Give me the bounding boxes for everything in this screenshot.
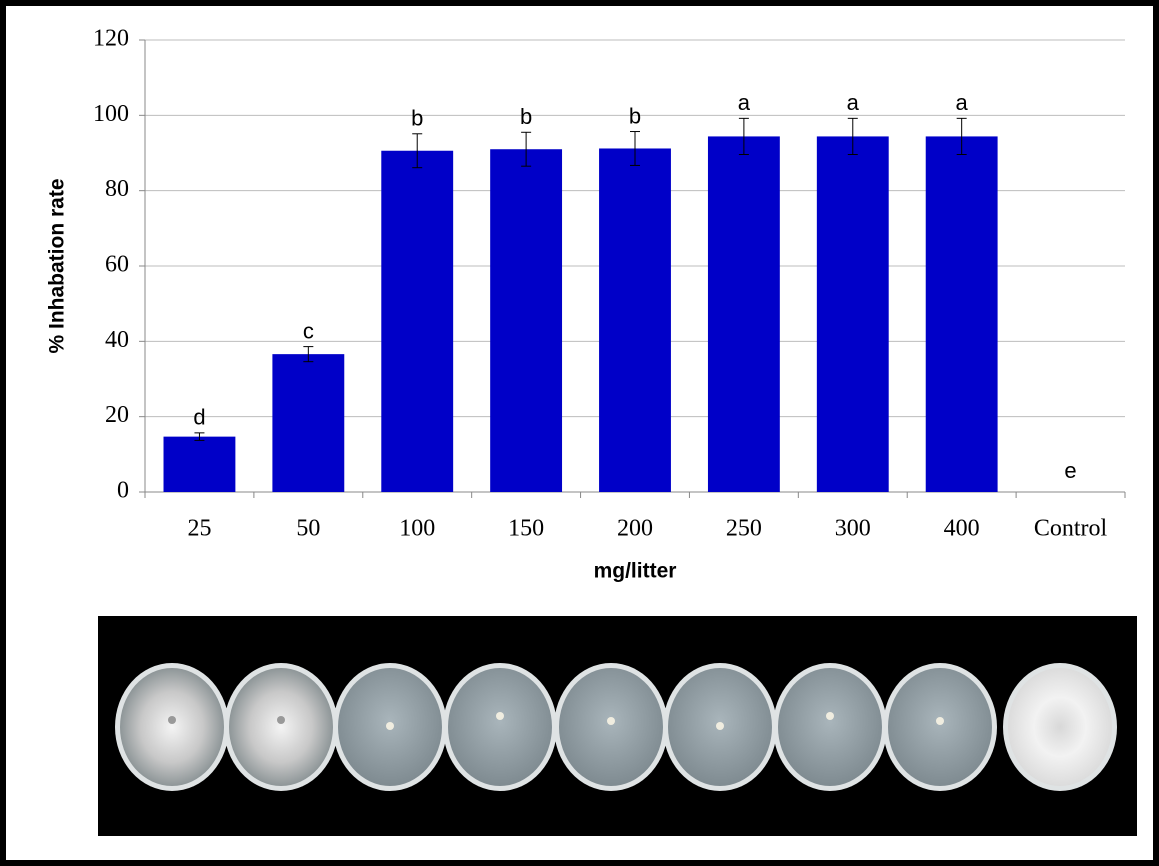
significance-letter: a: [956, 90, 969, 115]
x-tick-label: 50: [296, 516, 320, 542]
y-tick-label: 100: [93, 101, 129, 127]
significance-letter: a: [738, 90, 751, 115]
bar: [490, 149, 562, 492]
bar: [708, 136, 780, 492]
plate: [229, 668, 333, 786]
plate: [1008, 668, 1112, 786]
bar: [164, 437, 236, 492]
figure: mg/litter % Inhabation rate 0 20 40 60 80 100…: [0, 0, 1159, 866]
plate: [778, 668, 882, 786]
significance-letter: e: [1064, 458, 1076, 483]
significance-letter: c: [303, 318, 314, 343]
significance-letter: b: [629, 103, 641, 128]
bar: [599, 148, 671, 492]
y-tick-label: 60: [105, 252, 129, 278]
bar: [817, 136, 889, 492]
x-tick-label: 200: [617, 516, 653, 542]
y-tick-label: 120: [93, 26, 129, 52]
y-tick-label: 20: [105, 402, 129, 428]
y-axis-title: % Inhabation rate: [46, 178, 69, 353]
bar: [926, 136, 998, 492]
x-tick-label: 150: [508, 516, 544, 542]
plug: [607, 717, 615, 725]
significance-letter: d: [193, 405, 205, 430]
plug: [277, 716, 285, 724]
plug: [936, 717, 944, 725]
plate: [120, 668, 224, 786]
plates: [115, 663, 1117, 791]
significance-letter: b: [411, 106, 423, 131]
x-tick-label: 300: [835, 516, 871, 542]
significance-letter: b: [520, 104, 532, 129]
plug: [826, 712, 834, 720]
plate: [448, 668, 552, 786]
y-tick-label: 0: [117, 478, 129, 504]
x-tick-label: 25: [187, 516, 211, 542]
plug: [386, 722, 394, 730]
bar: [272, 354, 344, 492]
plug: [716, 722, 724, 730]
y-tick-label: 40: [105, 327, 129, 353]
x-axis-title: mg/litter: [594, 560, 677, 583]
plate: [559, 668, 663, 786]
plug: [168, 716, 176, 724]
y-tick-label: 80: [105, 176, 129, 202]
x-tick-label: Control: [1034, 516, 1108, 542]
plug: [496, 712, 504, 720]
x-tick-label: 100: [399, 516, 435, 542]
bar: [381, 151, 453, 492]
x-tick-label: 400: [944, 516, 980, 542]
plate: [888, 668, 992, 786]
x-tick-label: 250: [726, 516, 762, 542]
significance-letter: a: [847, 90, 860, 115]
